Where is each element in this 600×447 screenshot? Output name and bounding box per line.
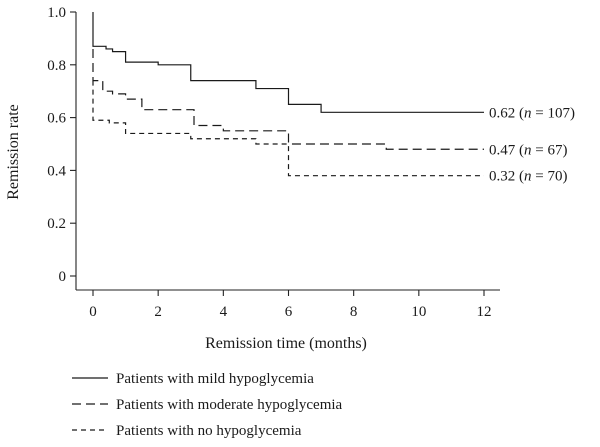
end-value: 0.32 ( [489, 169, 524, 185]
y-tick-label: 0 [59, 269, 67, 285]
series-line-2 [92, 48, 484, 150]
y-tick-label: 0.6 [47, 111, 66, 127]
y-axis-title: Remission rate [5, 104, 22, 200]
end-value: 0.62 ( [489, 105, 524, 121]
y-tick-label: 1.0 [47, 5, 66, 21]
x-tick-label: 6 [285, 304, 293, 320]
x-tick-label: 4 [220, 304, 228, 320]
x-tick-label: 8 [350, 304, 358, 320]
end-label: 0.62 (n = 107) [489, 105, 575, 121]
legend: Patients with mild hypoglycemia Patients … [72, 371, 343, 439]
x-ticks: 0 2 4 6 8 10 12 [89, 290, 492, 320]
x-tick-label: 0 [89, 304, 97, 320]
n-symbol: n [524, 142, 532, 158]
legend-label: Patients with no hypoglycemia [116, 423, 302, 439]
legend-label: Patients with moderate hypoglycemia [116, 397, 343, 413]
y-tick-label: 0.2 [47, 216, 66, 232]
n-symbol: n [524, 105, 532, 121]
end-labels: 0.62 (n = 107)0.47 (n = 67)0.32 (n = 70) [489, 105, 575, 184]
x-tick-label: 10 [411, 304, 426, 320]
x-tick-label: 2 [154, 304, 162, 320]
curves [92, 12, 484, 177]
series-line-3 [92, 80, 484, 177]
n-count: = 70) [532, 169, 568, 185]
series-line-1 [92, 12, 484, 113]
end-label: 0.32 (n = 70) [489, 169, 567, 185]
y-tick-label: 0.4 [47, 163, 66, 179]
n-count: = 67) [532, 142, 568, 158]
end-label: 0.47 (n = 67) [489, 142, 567, 158]
n-symbol: n [524, 169, 532, 185]
y-ticks: 0 0.2 0.4 0.6 0.8 1.0 [47, 5, 76, 285]
n-count: = 107) [532, 105, 575, 121]
x-tick-label: 12 [477, 304, 492, 320]
end-value: 0.47 ( [489, 142, 524, 158]
x-axis-title: Remission time (months) [205, 335, 367, 352]
y-tick-label: 0.8 [47, 58, 66, 74]
legend-label: Patients with mild hypoglycemia [116, 371, 314, 387]
